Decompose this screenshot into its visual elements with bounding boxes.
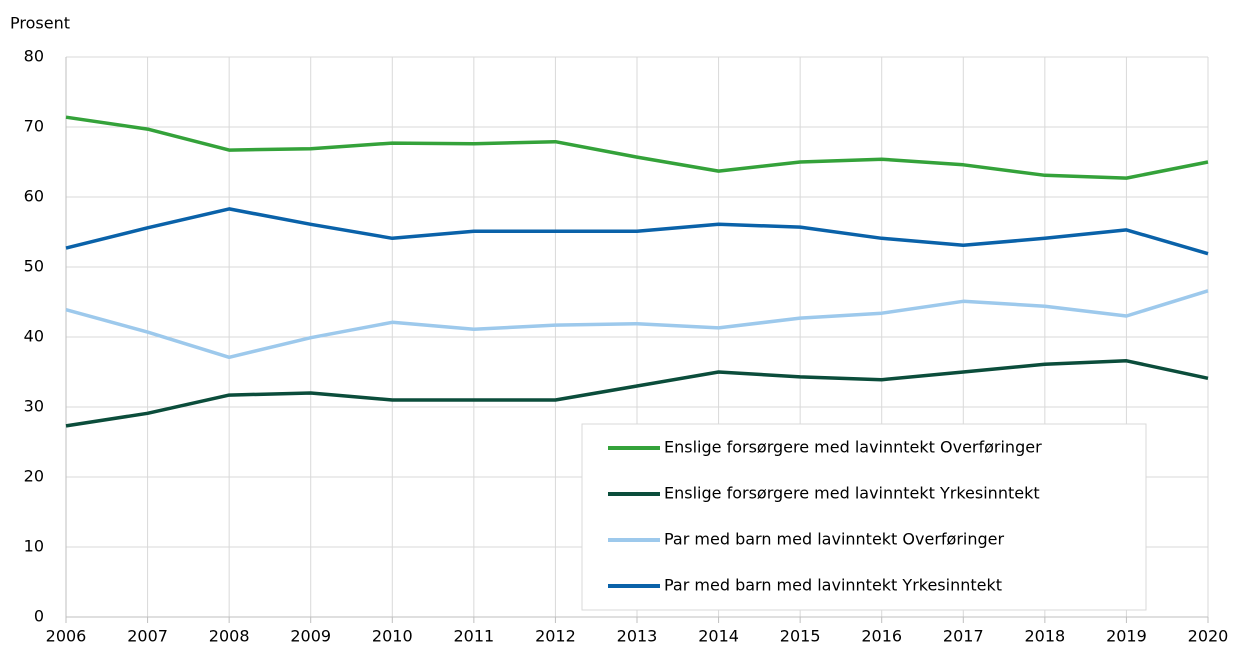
legend-label: Enslige forsørgere med lavinntekt Yrkesi… xyxy=(664,484,1040,503)
y-tick-label: 60 xyxy=(24,187,44,206)
legend-label: Par med barn med lavinntekt Overføringer xyxy=(664,530,1004,549)
x-tick-label: 2019 xyxy=(1106,627,1147,646)
y-tick-label: 80 xyxy=(24,47,44,66)
series-line xyxy=(65,207,1209,256)
x-tick-label: 2018 xyxy=(1024,627,1065,646)
y-axis-label: Prosent xyxy=(10,14,70,33)
y-tick-label: 20 xyxy=(24,467,44,486)
x-tick-label: 2012 xyxy=(535,627,576,646)
x-tick-label: 2011 xyxy=(453,627,494,646)
y-tick-label: 0 xyxy=(34,607,44,626)
y-tick-label: 40 xyxy=(24,327,44,346)
series-line xyxy=(65,115,1209,180)
x-tick-label: 2009 xyxy=(290,627,331,646)
legend-label: Enslige forsørgere med lavinntekt Overfø… xyxy=(664,438,1042,457)
x-tick-label: 2020 xyxy=(1188,627,1229,646)
x-tick-label: 2008 xyxy=(209,627,250,646)
x-tick-label: 2007 xyxy=(127,627,168,646)
legend-box xyxy=(581,423,1147,611)
legend-label: Par med barn med lavinntekt Yrkesinntekt xyxy=(664,576,1002,595)
x-tick-label: 2017 xyxy=(943,627,984,646)
x-tick-label: 2013 xyxy=(617,627,658,646)
x-tick-label: 2016 xyxy=(861,627,902,646)
series-line xyxy=(65,359,1209,428)
y-tick-label: 50 xyxy=(24,257,44,276)
y-tick-label: 30 xyxy=(24,397,44,416)
x-tick-label: 2014 xyxy=(698,627,739,646)
y-tick-label: 70 xyxy=(24,117,44,136)
x-tick-label: 2015 xyxy=(780,627,821,646)
series-line xyxy=(65,289,1209,360)
y-tick-label: 10 xyxy=(24,537,44,556)
x-tick-label: 2010 xyxy=(372,627,413,646)
x-tick-label: 2006 xyxy=(46,627,87,646)
